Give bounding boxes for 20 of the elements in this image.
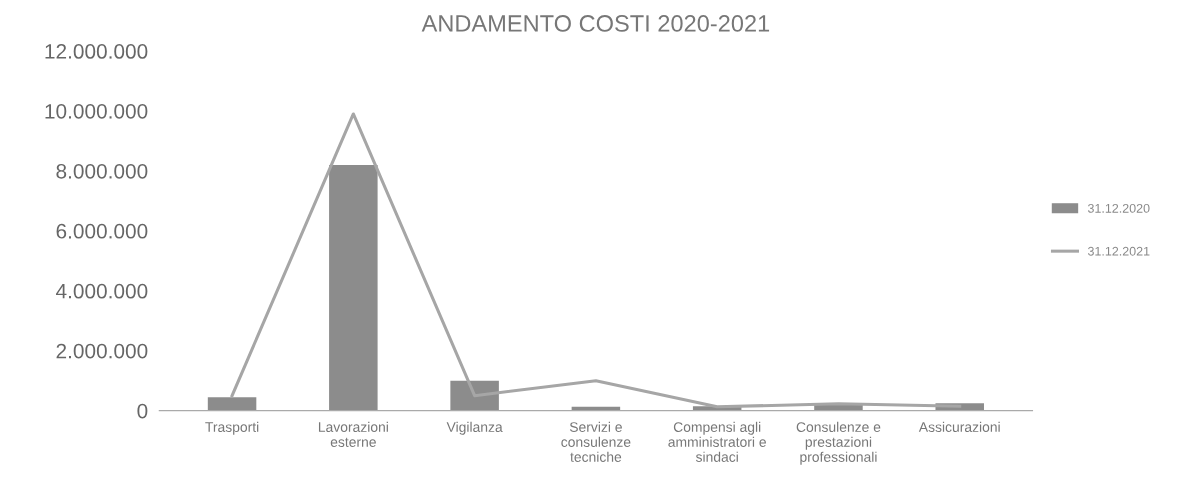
bar — [207, 397, 257, 411]
x-tick-label: Lavorazioni esterne — [318, 421, 388, 447]
y-tick-label: 0 — [137, 403, 148, 419]
chart-title: ANDAMENTO COSTI 2020-2021 — [421, 15, 770, 32]
legend-label: 31.12.2020 — [1087, 203, 1150, 213]
x-tick-label: Consulenze e prestazioni professionali — [796, 421, 881, 465]
x-tick-label: Trasporti — [205, 421, 259, 435]
x-tick-label: Servizi e consulenze tecniche — [561, 421, 631, 462]
legend-label: 31.12.2021 — [1087, 246, 1150, 256]
y-tick-label: 10.000.000 — [45, 103, 148, 119]
y-tick-label: 2.000.000 — [56, 343, 148, 359]
line-series — [230, 112, 962, 409]
y-tick-label: 4.000.000 — [55, 283, 148, 299]
y-tick-label: 8.000.000 — [56, 163, 148, 179]
bar — [329, 164, 378, 411]
y-tick-label: 6.000.000 — [56, 223, 148, 239]
y-tick-label: 12.000.000 — [45, 44, 148, 59]
x-tick-label: Vigilanza — [446, 421, 503, 435]
x-tick-label: Assicurazioni — [918, 421, 1000, 432]
x-tick-label: Compensi agli amministratori e sindaci — [668, 421, 766, 462]
